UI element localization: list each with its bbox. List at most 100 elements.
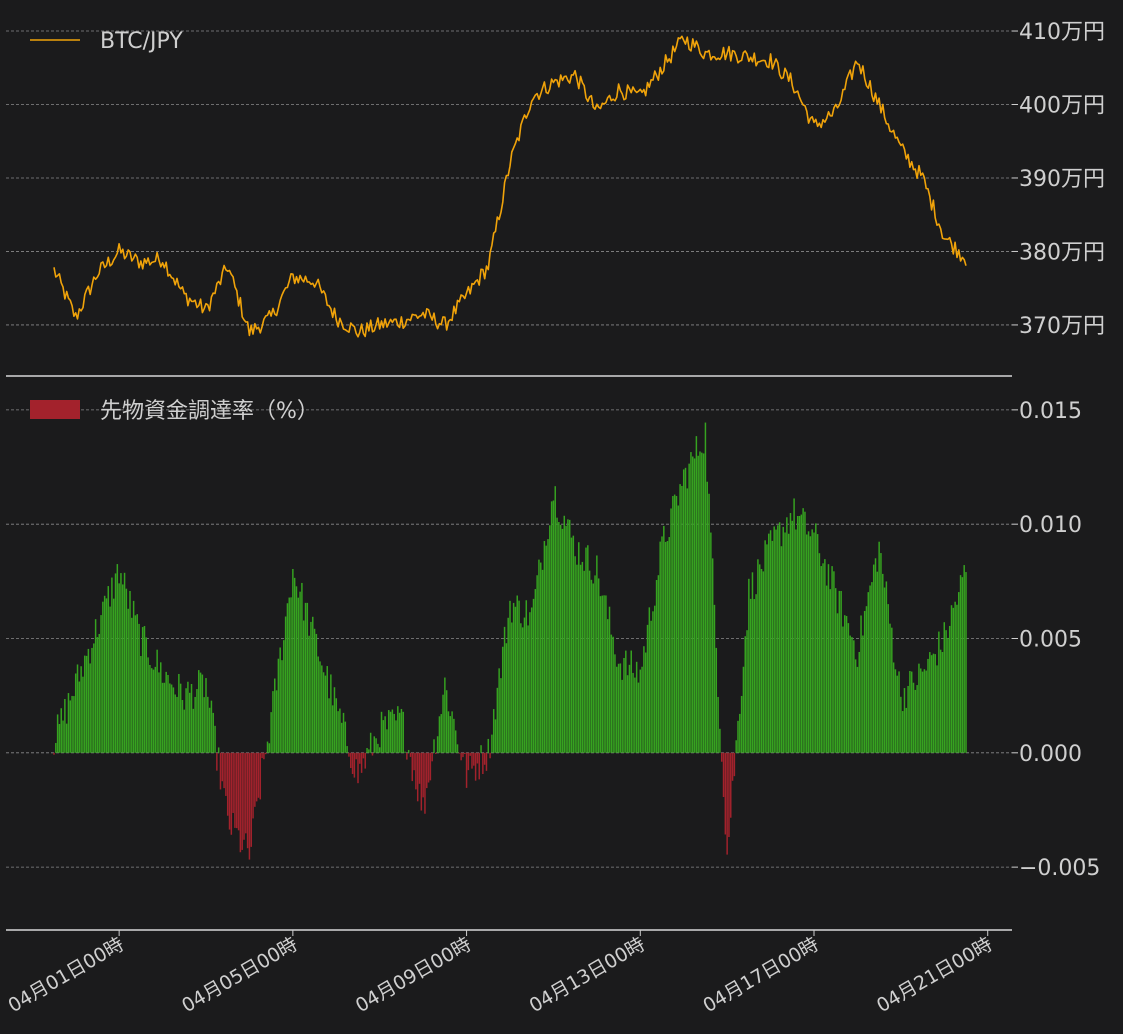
funding-bar [938, 631, 940, 753]
funding-bar [708, 493, 710, 753]
funding-bar [753, 599, 756, 753]
funding-bar [825, 585, 828, 753]
funding-bar [898, 671, 900, 753]
funding-bar [482, 752, 484, 775]
funding-bar [80, 666, 82, 753]
funding-bar [150, 668, 153, 753]
funding-bar [907, 685, 909, 753]
funding-bar [891, 627, 893, 753]
funding-bar [416, 752, 419, 802]
funding-bar [923, 669, 926, 753]
funding-bar [469, 752, 471, 756]
funding-bar [422, 752, 424, 798]
funding-bar [626, 675, 629, 753]
funding-bar [643, 646, 645, 753]
funding-bar [614, 654, 616, 753]
funding-bar [199, 672, 202, 753]
funding-bar [672, 496, 674, 753]
funding-bar [654, 605, 656, 753]
funding-bar [250, 752, 252, 847]
funding-bar [122, 584, 124, 753]
funding-bar [270, 712, 272, 753]
funding-bar [205, 678, 207, 753]
funding-bar [190, 684, 193, 753]
funding-bar [91, 647, 93, 753]
funding-bar [292, 568, 294, 753]
funding-bar [520, 623, 522, 753]
funding-bar [295, 586, 298, 753]
funding-bar [858, 651, 860, 753]
funding-bar [228, 752, 231, 830]
price-y-ticks: 370万円 380万円 390万円 400万円 410万円 [1012, 20, 1105, 339]
funding-bar [585, 547, 587, 753]
funding-tick-label: 0.000 [1019, 742, 1082, 767]
funding-bar [118, 583, 120, 753]
funding-bar [659, 541, 661, 753]
funding-bar [351, 752, 354, 774]
funding-bar [912, 682, 915, 753]
funding-bar [55, 742, 57, 753]
funding-bar [500, 678, 502, 753]
funding-bar [384, 716, 386, 753]
funding-bar [932, 653, 935, 753]
funding-bar [954, 601, 956, 753]
funding-bar [697, 455, 699, 753]
funding-bar [507, 617, 509, 753]
funding-bar [241, 752, 243, 850]
funding-bar [746, 630, 748, 753]
funding-bar [350, 752, 352, 769]
funding-bar [237, 752, 240, 831]
funding-bar [87, 648, 90, 753]
funding-bar [657, 575, 660, 753]
funding-bar [831, 566, 833, 753]
funding-bar [353, 752, 356, 778]
funding-bar [652, 611, 654, 753]
funding-bar [255, 752, 258, 802]
funding-bar [382, 720, 385, 753]
funding-bar [679, 484, 681, 753]
funding-bar [188, 692, 191, 753]
funding-bar [140, 656, 142, 753]
funding-bar [735, 740, 737, 753]
funding-bar [630, 650, 632, 753]
funding-bar [312, 616, 314, 753]
funding-bar [404, 751, 406, 753]
funding-bar [111, 577, 113, 753]
funding-bar [554, 486, 556, 753]
funding-bar [149, 664, 151, 753]
funding-bar [485, 752, 488, 771]
price-tick-label: 370万円 [1019, 314, 1105, 339]
funding-bar [183, 709, 186, 753]
funding-bar [64, 699, 66, 753]
funding-bar [415, 752, 417, 790]
funding-bar [762, 571, 765, 753]
funding-bar [324, 675, 327, 753]
funding-bar [731, 752, 734, 781]
funding-bar [717, 696, 719, 753]
funding-bar [755, 594, 757, 753]
funding-tick-label: −0.005 [1019, 856, 1100, 881]
funding-bar [632, 672, 634, 753]
funding-bar [132, 600, 135, 753]
funding-bar [62, 720, 64, 753]
funding-bar [811, 529, 813, 753]
funding-bar [514, 606, 517, 753]
funding-bar [82, 676, 84, 753]
funding-bar [771, 540, 774, 753]
funding-bar [695, 436, 698, 753]
funding-bar [433, 739, 435, 753]
funding-bar [107, 586, 110, 753]
funding-bar [711, 558, 714, 753]
funding-bar [606, 619, 609, 753]
funding-bar [511, 622, 513, 753]
funding-bar [447, 711, 450, 753]
funding-bar [473, 752, 475, 766]
funding-bar [896, 675, 898, 753]
funding-bar [165, 671, 167, 753]
funding-bar [286, 603, 289, 753]
funding-bar [536, 575, 538, 753]
funding-bar [563, 515, 566, 753]
funding-bar [456, 744, 459, 753]
funding-bar [579, 564, 582, 753]
